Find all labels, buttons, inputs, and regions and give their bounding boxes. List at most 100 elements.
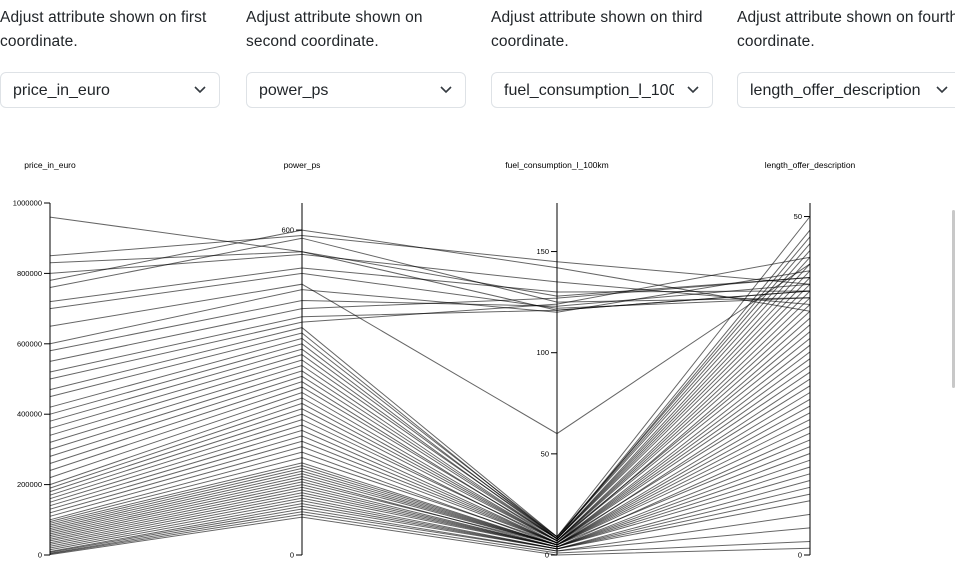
record-line-40 xyxy=(49,398,811,546)
record-line-41 xyxy=(49,405,811,546)
tick-label-power_ps: 600 xyxy=(281,226,294,235)
axis-price_in_euro: price_in_euro 0 200000 400000 600000 800000 10… xyxy=(13,160,76,560)
tick-label-fuel_consumption_l_100km: 100 xyxy=(536,348,549,357)
tick-label-price_in_euro: 400000 xyxy=(17,410,42,419)
record-line-27 xyxy=(49,304,811,542)
record-line-28 xyxy=(49,317,811,542)
tick-label-fuel_consumption_l_100km: 150 xyxy=(536,247,549,256)
tick-label-length_offer_description: 0 xyxy=(798,551,802,560)
record-line-0 xyxy=(49,216,811,311)
axis-title-price_in_euro: price_in_euro xyxy=(24,160,76,170)
attribute-select-4-value: length_offer_description xyxy=(750,82,921,99)
record-line-6 xyxy=(49,267,811,303)
record-line-31 xyxy=(49,338,811,542)
record-line-7 xyxy=(49,272,811,310)
tick-label-price_in_euro: 800000 xyxy=(17,269,42,278)
record-line-15 xyxy=(49,229,811,540)
coordinate-label-2: Adjust attribute shown on second coordin… xyxy=(246,9,423,50)
record-line-19 xyxy=(49,263,811,540)
record-line-18 xyxy=(49,250,811,538)
attribute-select-2-value: power_ps xyxy=(259,82,329,99)
axis-power_ps: power_ps 0 600 xyxy=(281,160,320,560)
record-line-22 xyxy=(49,283,811,540)
record-line-26 xyxy=(49,310,811,542)
record-line-43 xyxy=(49,419,811,546)
record-line-8 xyxy=(49,263,811,435)
record-line-3 xyxy=(49,251,811,297)
coordinate-label-3: Adjust attribute shown on third coordina… xyxy=(491,9,703,50)
record-line-53 xyxy=(49,486,811,550)
record-line-51 xyxy=(49,473,811,548)
polylines-group xyxy=(49,216,811,556)
attribute-select-3-value: fuel_consumption_l_100km xyxy=(504,82,674,99)
attribute-select-2[interactable]: power_ps xyxy=(246,72,466,108)
attribute-select-4[interactable]: length_offer_description xyxy=(737,72,955,108)
axis-fuel_consumption_l_100km: fuel_consumption_l_100km 0 50 100 150 xyxy=(505,160,608,560)
parallel-coordinates-plot: price_in_euro020000040000060000080000010… xyxy=(13,160,856,560)
coordinate-control-3: Adjust attribute shown on third coordina… xyxy=(491,6,716,108)
record-line-39 xyxy=(49,392,811,546)
tick-label-price_in_euro: 1000000 xyxy=(13,199,42,208)
record-line-34 xyxy=(49,358,811,544)
coordinate-control-1: Adjust attribute shown on first coordina… xyxy=(0,6,225,108)
record-line-5 xyxy=(49,229,811,312)
tick-label-price_in_euro: 600000 xyxy=(17,339,42,348)
record-line-46 xyxy=(49,439,811,546)
axis-title-length_offer_description: length_offer_description xyxy=(765,160,856,170)
record-line-32 xyxy=(49,351,811,544)
record-line-13 xyxy=(49,256,811,380)
record-line-11 xyxy=(49,277,811,362)
attribute-select-3[interactable]: fuel_consumption_l_100km xyxy=(491,72,713,108)
tick-label-price_in_euro: 0 xyxy=(38,551,42,560)
record-line-58 xyxy=(49,513,811,555)
record-line-23 xyxy=(49,277,811,540)
record-line-2 xyxy=(49,234,811,285)
record-line-36 xyxy=(49,371,811,544)
record-line-52 xyxy=(49,480,811,550)
record-line-30 xyxy=(49,324,811,544)
coordinate-label-4: Adjust attribute shown on fourth coordin… xyxy=(737,9,955,50)
coordinate-control-4: Adjust attribute shown on fourth coordin… xyxy=(737,6,955,108)
record-line-54 xyxy=(49,493,811,551)
record-line-59 xyxy=(49,516,811,556)
tick-label-power_ps: 0 xyxy=(290,551,294,560)
tick-label-price_in_euro: 200000 xyxy=(17,480,42,489)
record-line-47 xyxy=(49,446,811,548)
coordinate-control-2: Adjust attribute shown on second coordin… xyxy=(246,6,471,108)
chevron-down-icon xyxy=(440,86,452,94)
axis-title-fuel_consumption_l_100km: fuel_consumption_l_100km xyxy=(505,160,608,170)
record-line-49 xyxy=(49,459,811,548)
tick-label-length_offer_description: 50 xyxy=(794,212,802,221)
attribute-select-1-value: price_in_euro xyxy=(13,82,110,99)
axis-title-power_ps: power_ps xyxy=(284,160,321,170)
record-line-24 xyxy=(49,297,811,542)
attribute-select-1[interactable]: price_in_euro xyxy=(0,72,220,108)
record-line-37 xyxy=(49,378,811,546)
record-line-50 xyxy=(49,466,811,548)
record-line-16 xyxy=(49,216,811,538)
attribute-controls: Adjust attribute shown on first coordina… xyxy=(0,0,955,115)
coordinate-label-1: Adjust attribute shown on first coordina… xyxy=(0,9,207,50)
tick-label-fuel_consumption_l_100km: 0 xyxy=(545,551,549,560)
record-line-25 xyxy=(49,290,811,540)
chevron-down-icon xyxy=(194,86,206,94)
chevron-down-icon xyxy=(936,86,948,94)
record-line-29 xyxy=(49,331,811,542)
page-scrollbar[interactable] xyxy=(952,210,955,388)
record-line-44 xyxy=(49,425,811,546)
record-line-55 xyxy=(49,500,811,552)
record-line-57 xyxy=(49,511,811,554)
record-line-42 xyxy=(49,412,811,546)
record-line-33 xyxy=(49,344,811,544)
record-line-17 xyxy=(49,236,811,540)
tick-label-fuel_consumption_l_100km: 50 xyxy=(541,449,549,458)
record-line-56 xyxy=(49,508,811,553)
record-line-48 xyxy=(49,453,811,548)
axis-length_offer_description: length_offer_description 0 50 xyxy=(765,160,856,560)
chevron-down-icon xyxy=(687,86,699,94)
record-line-1 xyxy=(49,237,811,303)
record-line-21 xyxy=(49,270,811,540)
record-line-4 xyxy=(49,253,811,305)
axes-group: price_in_euro020000040000060000080000010… xyxy=(13,160,856,560)
record-line-20 xyxy=(49,256,811,538)
